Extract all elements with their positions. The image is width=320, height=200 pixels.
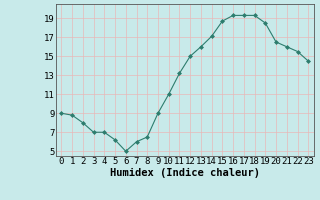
X-axis label: Humidex (Indice chaleur): Humidex (Indice chaleur) [110,168,260,178]
